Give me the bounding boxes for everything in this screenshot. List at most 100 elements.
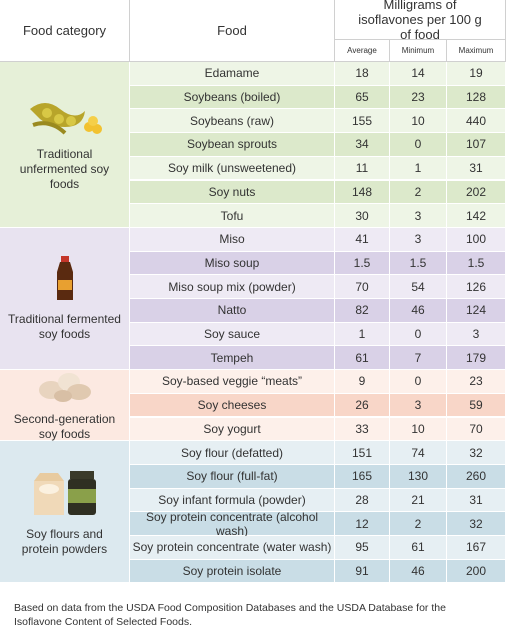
value-cell: 9 [335, 370, 390, 394]
value-cell: 74 [390, 441, 447, 465]
food-cell: Soy yogurt [130, 417, 335, 442]
category-icon [50, 254, 80, 306]
food-cell: Soy flour (full-fat) [130, 464, 335, 489]
value-cell: 1 [390, 156, 447, 181]
value-cell: 1 [335, 322, 390, 347]
food-cell: Soybeans (raw) [130, 109, 335, 134]
value-cell: 46 [390, 299, 447, 323]
value-cell: 30 [335, 204, 390, 228]
value-cell: 142 [447, 204, 506, 228]
value-cell: 18 [335, 62, 390, 86]
value-cell: 2 [390, 512, 447, 536]
category-label: Traditional fermented soy foods [8, 312, 121, 342]
value-cell: 130 [390, 464, 447, 489]
value-cell: 3 [447, 322, 506, 347]
food-cell: Miso [130, 227, 335, 252]
value-cell: 167 [447, 536, 506, 560]
value-cell: 21 [390, 488, 447, 513]
category-label: Second-generation soy foods [13, 412, 116, 442]
food-cell: Soy protein concentrate (alcohol wash) [130, 510, 335, 538]
value-cell: 3 [390, 227, 447, 252]
category-icon [35, 368, 95, 406]
value-cell: 0 [390, 322, 447, 347]
food-cell: Soy protein isolate [130, 559, 335, 584]
category-label: Soy flours and protein powders [21, 526, 108, 556]
food-cell: Soybean sprouts [130, 133, 335, 157]
value-cell: 26 [335, 393, 390, 418]
value-cell: 82 [335, 299, 390, 323]
food-cell: Soy cheeses [130, 393, 335, 418]
value-cell: 179 [447, 346, 506, 371]
value-cell: 3 [390, 393, 447, 418]
food-cell: Soy infant formula (powder) [130, 488, 335, 513]
category-cell: Traditional unfermented soy foods [0, 62, 130, 228]
food-cell: Miso soup mix (powder) [130, 275, 335, 299]
category-cell: Soy flours and protein powders [0, 441, 130, 584]
value-cell: 11 [335, 156, 390, 181]
category-icon [30, 467, 100, 521]
value-cell: 70 [335, 275, 390, 299]
value-cell: 59 [447, 393, 506, 418]
value-cell: 32 [447, 441, 506, 465]
subheader-cell: Minimum [390, 40, 447, 62]
value-cell: 151 [335, 441, 390, 465]
value-cell: 10 [390, 417, 447, 442]
footnote: Based on data from the USDA Food Composi… [14, 602, 446, 628]
food-cell: Soy sauce [130, 322, 335, 347]
value-cell: 28 [335, 488, 390, 513]
value-cell: 41 [335, 227, 390, 252]
value-cell: 32 [447, 512, 506, 536]
value-cell: 155 [335, 109, 390, 134]
value-cell: 0 [390, 133, 447, 157]
category-label: Traditional unfermented soy foods [19, 146, 110, 191]
value-cell: 440 [447, 109, 506, 134]
header-cell: Food category [0, 0, 130, 62]
header-cell: Food [130, 0, 335, 62]
value-cell: 260 [447, 464, 506, 489]
value-cell: 0 [390, 370, 447, 394]
value-cell: 128 [447, 85, 506, 110]
value-cell: 31 [447, 488, 506, 513]
value-cell: 202 [447, 180, 506, 205]
food-cell: Soy-based veggie “meats” [130, 370, 335, 394]
value-cell: 61 [335, 346, 390, 371]
value-cell: 12 [335, 512, 390, 536]
value-cell: 54 [390, 275, 447, 299]
food-cell: Soybeans (boiled) [130, 85, 335, 110]
value-cell: 65 [335, 85, 390, 110]
value-cell: 3 [390, 204, 447, 228]
value-cell: 33 [335, 417, 390, 442]
value-cell: 23 [390, 85, 447, 110]
food-cell: Natto [130, 299, 335, 323]
category-cell: Second-generation soy foods [0, 368, 130, 442]
food-cell: Soy protein concentrate (water wash) [130, 536, 335, 560]
value-cell: 200 [447, 559, 506, 584]
subheader-cell: Average [335, 40, 390, 62]
food-cell: Tempeh [130, 346, 335, 371]
food-cell: Miso soup [130, 251, 335, 276]
value-cell: 70 [447, 417, 506, 442]
value-cell: 10 [390, 109, 447, 134]
value-cell: 1.5 [447, 251, 506, 276]
category-icon [25, 97, 105, 141]
value-cell: 1.5 [390, 251, 447, 276]
value-cell: 126 [447, 275, 506, 299]
value-cell: 46 [390, 559, 447, 584]
value-cell: 19 [447, 62, 506, 86]
food-cell: Soy milk (unsweetened) [130, 156, 335, 181]
value-cell: 61 [390, 536, 447, 560]
value-cell: 95 [335, 536, 390, 560]
value-cell: 14 [390, 62, 447, 86]
header-cell: Milligrams of isoflavones per 100 g of f… [335, 0, 506, 42]
food-cell: Edamame [130, 62, 335, 86]
value-cell: 91 [335, 559, 390, 584]
value-cell: 100 [447, 227, 506, 252]
value-cell: 23 [447, 370, 506, 394]
value-cell: 1.5 [335, 251, 390, 276]
value-cell: 107 [447, 133, 506, 157]
value-cell: 2 [390, 180, 447, 205]
value-cell: 165 [335, 464, 390, 489]
value-cell: 148 [335, 180, 390, 205]
value-cell: 34 [335, 133, 390, 157]
